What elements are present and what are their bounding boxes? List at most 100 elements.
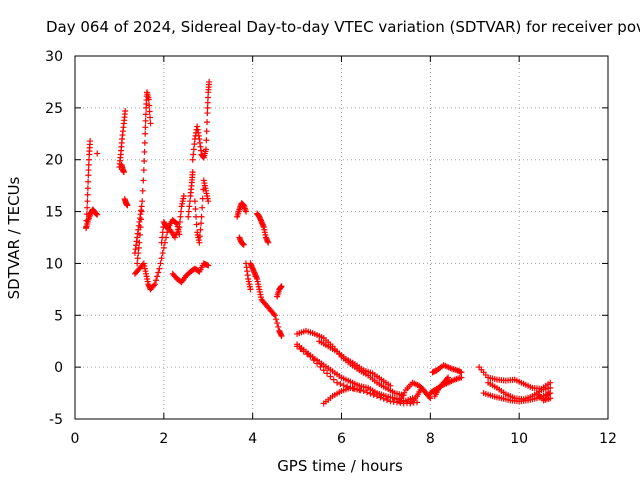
data-point [160, 244, 167, 251]
data-point [377, 394, 384, 401]
x-tick-label: 12 [599, 431, 617, 447]
data-point [177, 213, 184, 220]
data-point [204, 99, 211, 106]
data-point [138, 203, 145, 210]
data-point [146, 108, 153, 115]
data-point [134, 255, 141, 262]
y-tick-label: 30 [45, 49, 63, 65]
data-point [156, 265, 163, 272]
data-point [94, 211, 101, 218]
data-point [198, 220, 205, 227]
y-axis-label: SDTVAR / TECUs [5, 176, 23, 299]
data-point [427, 395, 434, 402]
data-point [327, 373, 334, 380]
data-point [87, 138, 94, 145]
data-point [426, 393, 433, 400]
data-point [445, 374, 452, 381]
x-axis-label: GPS time / hours [277, 457, 403, 475]
data-point [247, 286, 254, 293]
x-tick-label: 0 [71, 431, 80, 447]
data-point [320, 367, 327, 374]
data-point [387, 382, 394, 389]
data-point [139, 187, 146, 194]
data-point [173, 219, 180, 226]
data-point [204, 110, 211, 117]
data-point [85, 178, 92, 185]
data-point [547, 384, 554, 391]
data-point [142, 130, 149, 137]
data-point [203, 146, 210, 153]
data-point [158, 255, 165, 262]
data-point [139, 198, 146, 205]
data-point [185, 213, 192, 220]
data-point [196, 239, 203, 246]
data-point [271, 312, 278, 319]
data-point [189, 169, 196, 176]
data-point [310, 357, 317, 364]
data-point [275, 323, 282, 330]
data-point [190, 146, 197, 153]
data-point [198, 213, 205, 220]
data-point [120, 169, 127, 176]
data-point [278, 333, 285, 340]
data-point [191, 141, 198, 148]
data-point [140, 177, 147, 184]
chart-title: Day 064 of 2024, Sidereal Day-to-day VTE… [46, 18, 640, 36]
data-point [189, 156, 196, 163]
grid [75, 56, 608, 419]
data-point [205, 94, 212, 101]
data-point [193, 221, 200, 228]
data-point [147, 114, 154, 121]
data-point [155, 269, 162, 276]
data-point [176, 218, 183, 225]
data-point [84, 191, 91, 198]
data-point [205, 198, 212, 205]
x-tick-label: 10 [510, 431, 528, 447]
data-point [206, 78, 213, 85]
data-point [330, 376, 337, 383]
data-point [146, 102, 153, 109]
data-point [458, 374, 465, 381]
data-point [204, 119, 211, 126]
data-point [178, 208, 185, 215]
data-point [356, 386, 363, 393]
data-point [196, 233, 203, 240]
data-point [294, 343, 301, 350]
data-point [157, 260, 164, 267]
data-point [185, 208, 192, 215]
data-point [240, 241, 247, 248]
y-tick-label: 10 [45, 256, 63, 272]
y-tick-label: -5 [49, 412, 63, 428]
data-point [314, 360, 321, 367]
data-point [317, 363, 324, 370]
plot-frame [74, 55, 609, 420]
data-point [265, 239, 272, 246]
data-point [192, 205, 199, 212]
data-point [85, 172, 92, 179]
data-point [205, 262, 212, 269]
data-point [307, 353, 314, 360]
data-point [159, 234, 166, 241]
data-point [384, 397, 391, 404]
data-point [272, 316, 279, 323]
data-point [158, 239, 165, 246]
data-point [364, 389, 371, 396]
data-point [85, 156, 92, 163]
data-point [147, 120, 154, 127]
x-tick-label: 6 [337, 431, 346, 447]
data-point [140, 167, 147, 174]
data-point [134, 260, 141, 267]
y-tick-label: 15 [45, 205, 63, 221]
data-point [191, 198, 198, 205]
data-point [159, 250, 166, 257]
data-point [337, 380, 344, 387]
data-point [150, 282, 157, 289]
data-point [204, 104, 211, 111]
data-point [547, 379, 554, 386]
y-tick-label: 5 [54, 308, 63, 324]
data-point [203, 128, 210, 135]
x-tick-label: 8 [426, 431, 435, 447]
x-tick-label: 4 [248, 431, 257, 447]
data-point [274, 320, 281, 327]
